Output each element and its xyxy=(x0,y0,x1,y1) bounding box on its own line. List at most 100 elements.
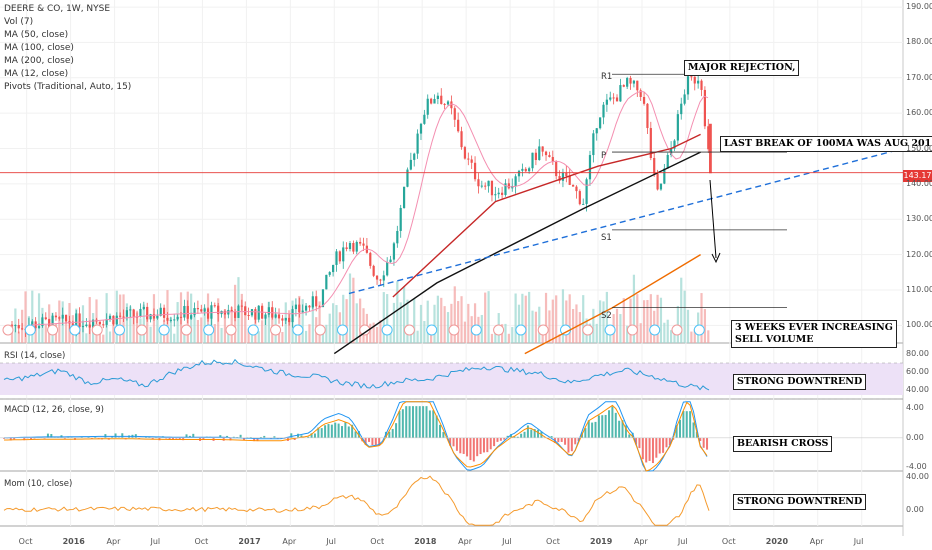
macd-hist-bar xyxy=(320,428,323,438)
macd-hist-bar xyxy=(13,437,16,440)
volume-bar-63 xyxy=(223,309,227,343)
macd-hist-bar xyxy=(624,425,627,438)
candle-body-107 xyxy=(372,265,375,276)
candle-body-119 xyxy=(413,153,416,160)
macd-hist-bar xyxy=(43,437,46,439)
macd-pane-label[interactable]: MACD (12, 26, close, 9) xyxy=(4,405,104,415)
macd-hist-bar xyxy=(357,431,360,438)
volume-bar-206 xyxy=(707,330,710,343)
macd-hist-bar xyxy=(638,437,641,449)
macd-hist-bar xyxy=(46,433,49,438)
volume-bar-120 xyxy=(416,330,419,343)
time-tick-10: Apr xyxy=(458,537,472,546)
macd-hist-bar xyxy=(425,406,428,438)
candle-body-130 xyxy=(450,101,453,109)
indicator-vol[interactable]: Vol (7) xyxy=(4,17,34,27)
candle-body-70 xyxy=(247,315,250,317)
candle-body-168 xyxy=(578,191,581,205)
volume-bar-94 xyxy=(328,313,331,343)
candle-body-10 xyxy=(44,317,47,320)
indicator-pivots[interactable]: Pivots (Traditional, Auto, 15) xyxy=(4,82,132,92)
candle-body-132 xyxy=(457,119,460,132)
candle-body-16 xyxy=(64,314,68,322)
volume-bar-16 xyxy=(64,318,68,343)
indicator-ma100[interactable]: MA (100, close) xyxy=(4,43,74,53)
macd-hist-bar xyxy=(297,433,300,438)
candle-body-12 xyxy=(51,315,54,330)
projection-arrow-head xyxy=(711,252,721,264)
volume-bar-92 xyxy=(321,326,325,343)
volume-bar-169 xyxy=(582,295,585,343)
candle-body-159 xyxy=(548,155,551,157)
candle-body-183 xyxy=(629,77,632,84)
candle-body-201 xyxy=(690,76,693,78)
candle-body-49 xyxy=(176,316,179,320)
candle-body-123 xyxy=(426,98,429,115)
earnings-marker-8 xyxy=(180,324,192,336)
volume-bar-151 xyxy=(521,293,524,343)
price-tick-6: 160.00 xyxy=(906,108,932,118)
indicator-ma50[interactable]: MA (50, close) xyxy=(4,30,69,40)
rsi-pane-label[interactable]: RSI (14, close) xyxy=(4,351,66,361)
candle-body-57 xyxy=(203,308,206,312)
indicator-ma12[interactable]: MA (12, close) xyxy=(4,69,69,79)
mom-pane-label[interactable]: Mom (10, close) xyxy=(4,479,73,489)
candle-body-88 xyxy=(308,305,311,308)
macd-hist-bar xyxy=(472,437,475,462)
candle-body-50 xyxy=(179,316,183,318)
macd-hist-bar xyxy=(662,437,665,453)
volume-bar-88 xyxy=(308,324,311,343)
volume-bar-137 xyxy=(473,303,477,343)
volume-bar-119 xyxy=(413,298,416,343)
volume-bar-167 xyxy=(575,304,578,343)
candle-body-65 xyxy=(230,309,233,312)
time-tick-12: Oct xyxy=(546,537,560,546)
candle-body-117 xyxy=(406,169,409,187)
candle-body-188 xyxy=(646,103,649,129)
macd-hist-bar xyxy=(469,437,472,461)
macd-hist-bar xyxy=(506,435,509,438)
earnings-marker-19 xyxy=(426,324,438,336)
macd-hist-bar xyxy=(564,437,567,445)
candle-body-111 xyxy=(386,262,389,276)
volume-bar-96 xyxy=(335,305,338,343)
volume-bar-160 xyxy=(551,299,554,343)
volume-bar-176 xyxy=(605,291,608,343)
macd-hist-bar xyxy=(97,437,100,439)
rsi-tick-2: 80.00 xyxy=(906,349,929,358)
volume-bar-182 xyxy=(626,325,629,343)
candle-body-198 xyxy=(680,103,683,115)
volume-bar-69 xyxy=(244,306,247,343)
macd-hist-bar xyxy=(354,431,357,438)
macd-hist-bar xyxy=(587,420,590,438)
volume-bar-148 xyxy=(511,327,514,343)
macd-hist-bar xyxy=(172,437,174,441)
macd-hist-bar xyxy=(695,431,698,438)
candle-body-101 xyxy=(352,242,355,252)
macd-hist-bar xyxy=(422,406,425,438)
candle-body-163 xyxy=(561,172,565,181)
macd-hist-bar xyxy=(9,437,12,441)
indicator-ma200[interactable]: MA (200, close) xyxy=(4,56,74,66)
candle-body-20 xyxy=(78,313,81,327)
candle-body-58 xyxy=(206,308,210,319)
macd-hist-bar xyxy=(87,436,90,438)
macd-hist-bar xyxy=(570,437,573,452)
macd-hist-bar xyxy=(489,437,492,450)
candle-body-161 xyxy=(555,161,558,177)
volume-bar-98 xyxy=(342,294,345,343)
macd-hist-bar xyxy=(168,437,171,440)
volume-bar-36 xyxy=(132,310,135,343)
macd-hist-bar xyxy=(310,433,313,438)
earnings-marker-22 xyxy=(493,324,505,336)
macd-hist-bar xyxy=(239,434,242,438)
earnings-marker-14 xyxy=(314,324,326,336)
volume-bar-10 xyxy=(44,324,47,343)
pivot-p-label: P xyxy=(601,151,607,161)
macd-hist-bar xyxy=(398,410,401,438)
volume-bar-55 xyxy=(196,319,199,343)
candle-body-30 xyxy=(112,315,115,325)
earnings-marker-1 xyxy=(24,324,36,336)
candle-body-177 xyxy=(609,97,612,100)
